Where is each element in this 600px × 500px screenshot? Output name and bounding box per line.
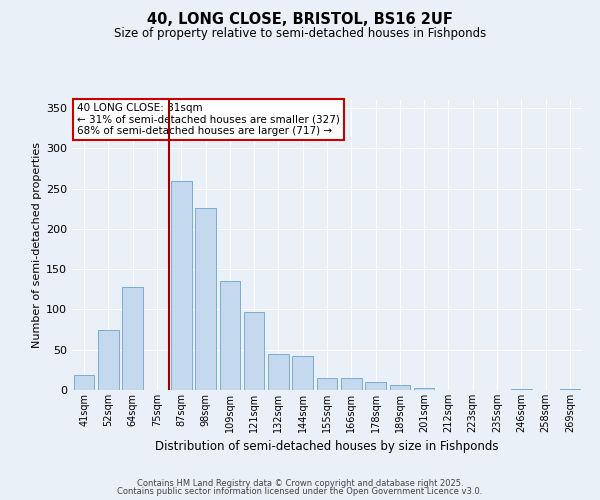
Bar <box>414 388 434 390</box>
Bar <box>122 287 143 390</box>
Bar <box>220 281 240 390</box>
X-axis label: Distribution of semi-detached houses by size in Fishponds: Distribution of semi-detached houses by … <box>155 440 499 454</box>
Bar <box>341 378 362 390</box>
Y-axis label: Number of semi-detached properties: Number of semi-detached properties <box>32 142 42 348</box>
Text: Size of property relative to semi-detached houses in Fishponds: Size of property relative to semi-detach… <box>114 28 486 40</box>
Text: 40 LONG CLOSE: 81sqm
← 31% of semi-detached houses are smaller (327)
68% of semi: 40 LONG CLOSE: 81sqm ← 31% of semi-detac… <box>77 103 340 136</box>
Bar <box>171 182 191 390</box>
Bar <box>268 354 289 390</box>
Bar <box>98 330 119 390</box>
Text: 40, LONG CLOSE, BRISTOL, BS16 2UF: 40, LONG CLOSE, BRISTOL, BS16 2UF <box>147 12 453 28</box>
Text: Contains HM Land Registry data © Crown copyright and database right 2025.: Contains HM Land Registry data © Crown c… <box>137 478 463 488</box>
Bar <box>560 389 580 390</box>
Bar <box>511 389 532 390</box>
Bar <box>292 356 313 390</box>
Bar <box>365 382 386 390</box>
Bar <box>244 312 265 390</box>
Bar <box>195 208 216 390</box>
Text: Contains public sector information licensed under the Open Government Licence v3: Contains public sector information licen… <box>118 487 482 496</box>
Bar <box>317 378 337 390</box>
Bar <box>389 385 410 390</box>
Bar <box>74 374 94 390</box>
